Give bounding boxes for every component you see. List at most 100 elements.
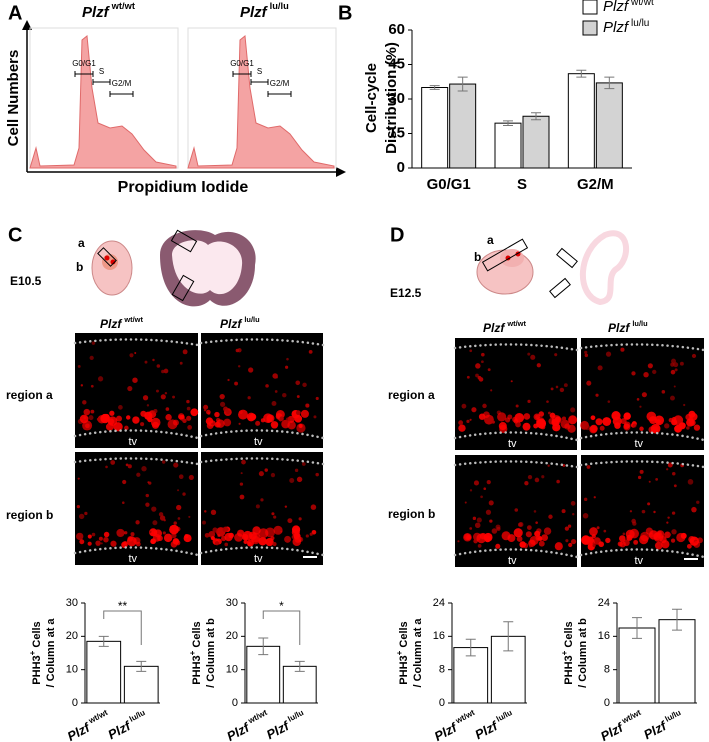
cell — [158, 512, 164, 517]
legend-name: Plzf — [603, 19, 630, 36]
cell — [534, 477, 540, 483]
cell — [643, 372, 649, 378]
genotype: wt/wt — [123, 315, 143, 324]
cell — [498, 422, 507, 431]
cell — [664, 423, 670, 429]
cell — [592, 543, 596, 548]
cell — [132, 416, 140, 424]
cell — [144, 360, 148, 364]
genotype: lu/lu — [270, 1, 289, 11]
box-small — [97, 247, 117, 267]
arrow — [336, 167, 346, 177]
cell — [77, 364, 81, 368]
y-tick-label: 20 — [66, 630, 78, 642]
cell — [270, 472, 276, 478]
cell — [639, 469, 644, 474]
cell — [294, 468, 299, 473]
cell — [632, 423, 637, 428]
cell — [113, 422, 123, 432]
cell — [76, 532, 84, 541]
bar — [282, 665, 317, 704]
y-axis-label: PHH3+ Cells — [188, 621, 203, 684]
cell — [241, 459, 246, 465]
cell — [240, 472, 243, 475]
cell — [476, 517, 482, 523]
cell — [271, 512, 275, 516]
cell — [165, 407, 170, 411]
cell — [142, 395, 149, 401]
cell — [473, 538, 478, 544]
site-label: a — [78, 236, 85, 250]
cell — [273, 515, 277, 519]
cell — [223, 406, 228, 412]
cell — [693, 540, 701, 548]
cell — [219, 401, 226, 407]
cell — [190, 408, 199, 417]
cell — [550, 387, 554, 391]
cell — [567, 424, 576, 433]
cell — [76, 505, 80, 509]
stage: E10.5 — [10, 274, 42, 288]
cell — [671, 419, 678, 426]
cell — [620, 347, 625, 352]
genotype-label: Plzflu/lu — [263, 708, 308, 742]
cell — [80, 384, 84, 387]
cell — [489, 519, 493, 523]
cell — [670, 369, 676, 375]
cell — [593, 537, 601, 545]
bar — [567, 73, 595, 169]
cell — [161, 369, 165, 374]
cell — [265, 537, 274, 547]
cell — [300, 409, 309, 418]
cell — [527, 352, 531, 356]
cell — [295, 380, 301, 386]
cell — [671, 511, 676, 515]
boundary — [579, 460, 706, 469]
cell — [487, 368, 491, 372]
cell — [186, 415, 192, 421]
cell — [469, 527, 473, 530]
error-bar — [136, 660, 147, 672]
cell — [607, 400, 611, 403]
cell — [287, 518, 293, 524]
cell — [589, 527, 598, 536]
gene-name: Plzf — [100, 317, 122, 331]
cell — [525, 531, 532, 538]
gate-label: S — [99, 67, 104, 76]
cell — [127, 385, 133, 392]
cell — [188, 515, 191, 518]
cell — [673, 362, 679, 368]
box-small — [481, 238, 529, 272]
cell — [670, 395, 675, 401]
cell — [611, 411, 621, 421]
gate-label: G0/G1 — [72, 59, 96, 68]
cell — [266, 414, 274, 422]
gate-label: G2/M — [112, 79, 132, 88]
cell — [510, 380, 513, 383]
cell — [136, 472, 141, 477]
boundary — [453, 343, 579, 352]
cell — [457, 540, 460, 543]
cell — [152, 358, 155, 362]
cell — [584, 353, 589, 358]
genotype: wt/wt — [620, 708, 643, 726]
cell — [182, 418, 187, 424]
cell — [671, 529, 677, 535]
cell — [561, 416, 567, 421]
cell — [474, 522, 481, 529]
cell — [674, 424, 683, 433]
cell — [647, 363, 653, 369]
cell — [507, 534, 516, 543]
cell — [315, 472, 319, 477]
cell — [586, 465, 591, 469]
genotype: wt/wt — [86, 708, 109, 726]
gate-label: S — [257, 67, 262, 76]
boundary — [579, 431, 706, 442]
cell — [554, 542, 563, 551]
cell — [648, 532, 654, 538]
cell — [533, 510, 537, 513]
legend-swatch — [582, 0, 598, 15]
cell — [686, 426, 690, 430]
cell — [689, 412, 698, 421]
cell — [629, 510, 633, 513]
